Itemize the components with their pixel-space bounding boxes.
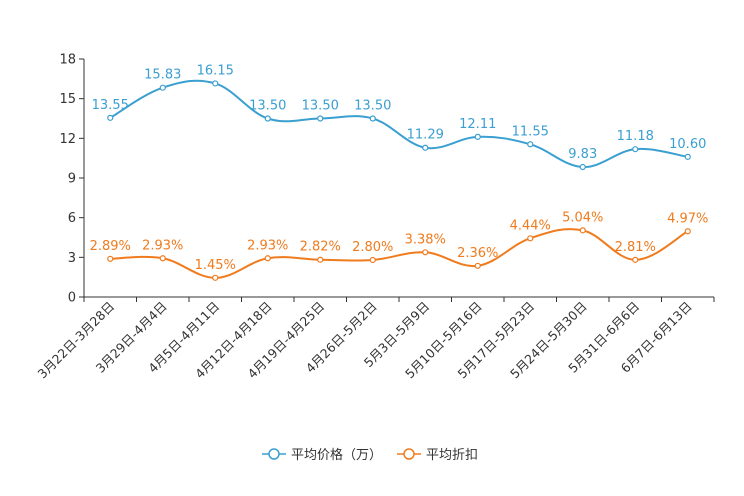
series-group: 13.55 15.83 16.15 13.50 13.50 13.50 11.29 12.11… xyxy=(90,63,708,281)
y-tick-label: 12 xyxy=(59,132,76,147)
legend-label: 平均折扣 xyxy=(426,448,478,463)
data-label: 4.97% xyxy=(667,211,708,226)
data-point xyxy=(212,80,219,87)
data-label: 11.18 xyxy=(617,129,654,144)
data-label: 2.93% xyxy=(142,238,183,253)
data-point xyxy=(632,256,639,263)
data-point xyxy=(317,256,324,263)
data-label: 12.11 xyxy=(459,117,496,132)
data-label: 13.50 xyxy=(249,99,286,114)
data-point xyxy=(579,227,586,234)
data-point xyxy=(422,249,429,256)
legend-swatch-marker xyxy=(403,448,415,460)
series-line xyxy=(110,228,689,279)
data-point xyxy=(317,115,324,122)
data-label: 2.36% xyxy=(457,246,498,261)
data-label: 10.60 xyxy=(669,137,706,152)
data-label: 2.80% xyxy=(352,240,393,255)
y-tick-label: 15 xyxy=(59,92,76,107)
data-label: 4.44% xyxy=(510,218,551,233)
series-line xyxy=(109,79,688,169)
data-point xyxy=(632,146,639,153)
series-price: 13.55 15.83 16.15 13.50 13.50 13.50 11.29 12.11… xyxy=(92,63,706,171)
data-label: 16.15 xyxy=(197,63,234,78)
y-tick-label: 0 xyxy=(68,291,76,306)
data-point xyxy=(369,256,376,264)
y-tick-label: 18 xyxy=(59,53,76,68)
data-label: 13.50 xyxy=(354,99,391,114)
data-point xyxy=(159,255,166,262)
data-label: 13.50 xyxy=(302,99,339,114)
data-point xyxy=(212,274,219,281)
data-label: 3.38% xyxy=(405,232,446,247)
data-point xyxy=(107,114,114,121)
data-label: 2.82% xyxy=(300,240,341,255)
data-label: 13.55 xyxy=(92,98,129,113)
data-label: 11.55 xyxy=(512,124,549,139)
legend-swatch-marker xyxy=(268,448,280,460)
legend-item-price: 平均价格（万） xyxy=(262,447,382,463)
data-point xyxy=(474,262,481,269)
data-label: 1.45% xyxy=(195,258,236,273)
data-point xyxy=(474,133,481,140)
data-point xyxy=(684,153,691,160)
y-tick-label: 3 xyxy=(68,251,76,266)
data-point xyxy=(684,228,691,235)
data-label: 9.83 xyxy=(568,147,597,162)
y-tick-label: 6 xyxy=(68,211,76,226)
data-point xyxy=(527,141,534,148)
data-point xyxy=(527,235,534,242)
data-point xyxy=(369,115,376,122)
legend-label: 平均价格（万） xyxy=(291,447,382,463)
data-label: 2.81% xyxy=(615,240,656,255)
data-label: 11.29 xyxy=(407,128,444,143)
data-point xyxy=(264,115,271,122)
data-label: 15.83 xyxy=(144,68,181,83)
y-tick-label: 9 xyxy=(68,172,76,187)
data-point xyxy=(159,84,166,91)
data-point xyxy=(107,255,114,262)
data-label: 2.93% xyxy=(247,238,288,253)
series-discount: 2.89% 2.93% 1.45% 2.93% 2.82% 2.80% 3.38% 2.36%… xyxy=(90,210,708,281)
data-point xyxy=(422,144,429,151)
legend-item-discount: 平均折扣 xyxy=(397,448,478,463)
data-point xyxy=(579,163,586,171)
data-point xyxy=(264,255,271,262)
data-label: 5.04% xyxy=(562,210,603,225)
data-label: 2.89% xyxy=(90,239,131,254)
legend: 平均价格（万） 平均折扣 xyxy=(262,447,478,463)
